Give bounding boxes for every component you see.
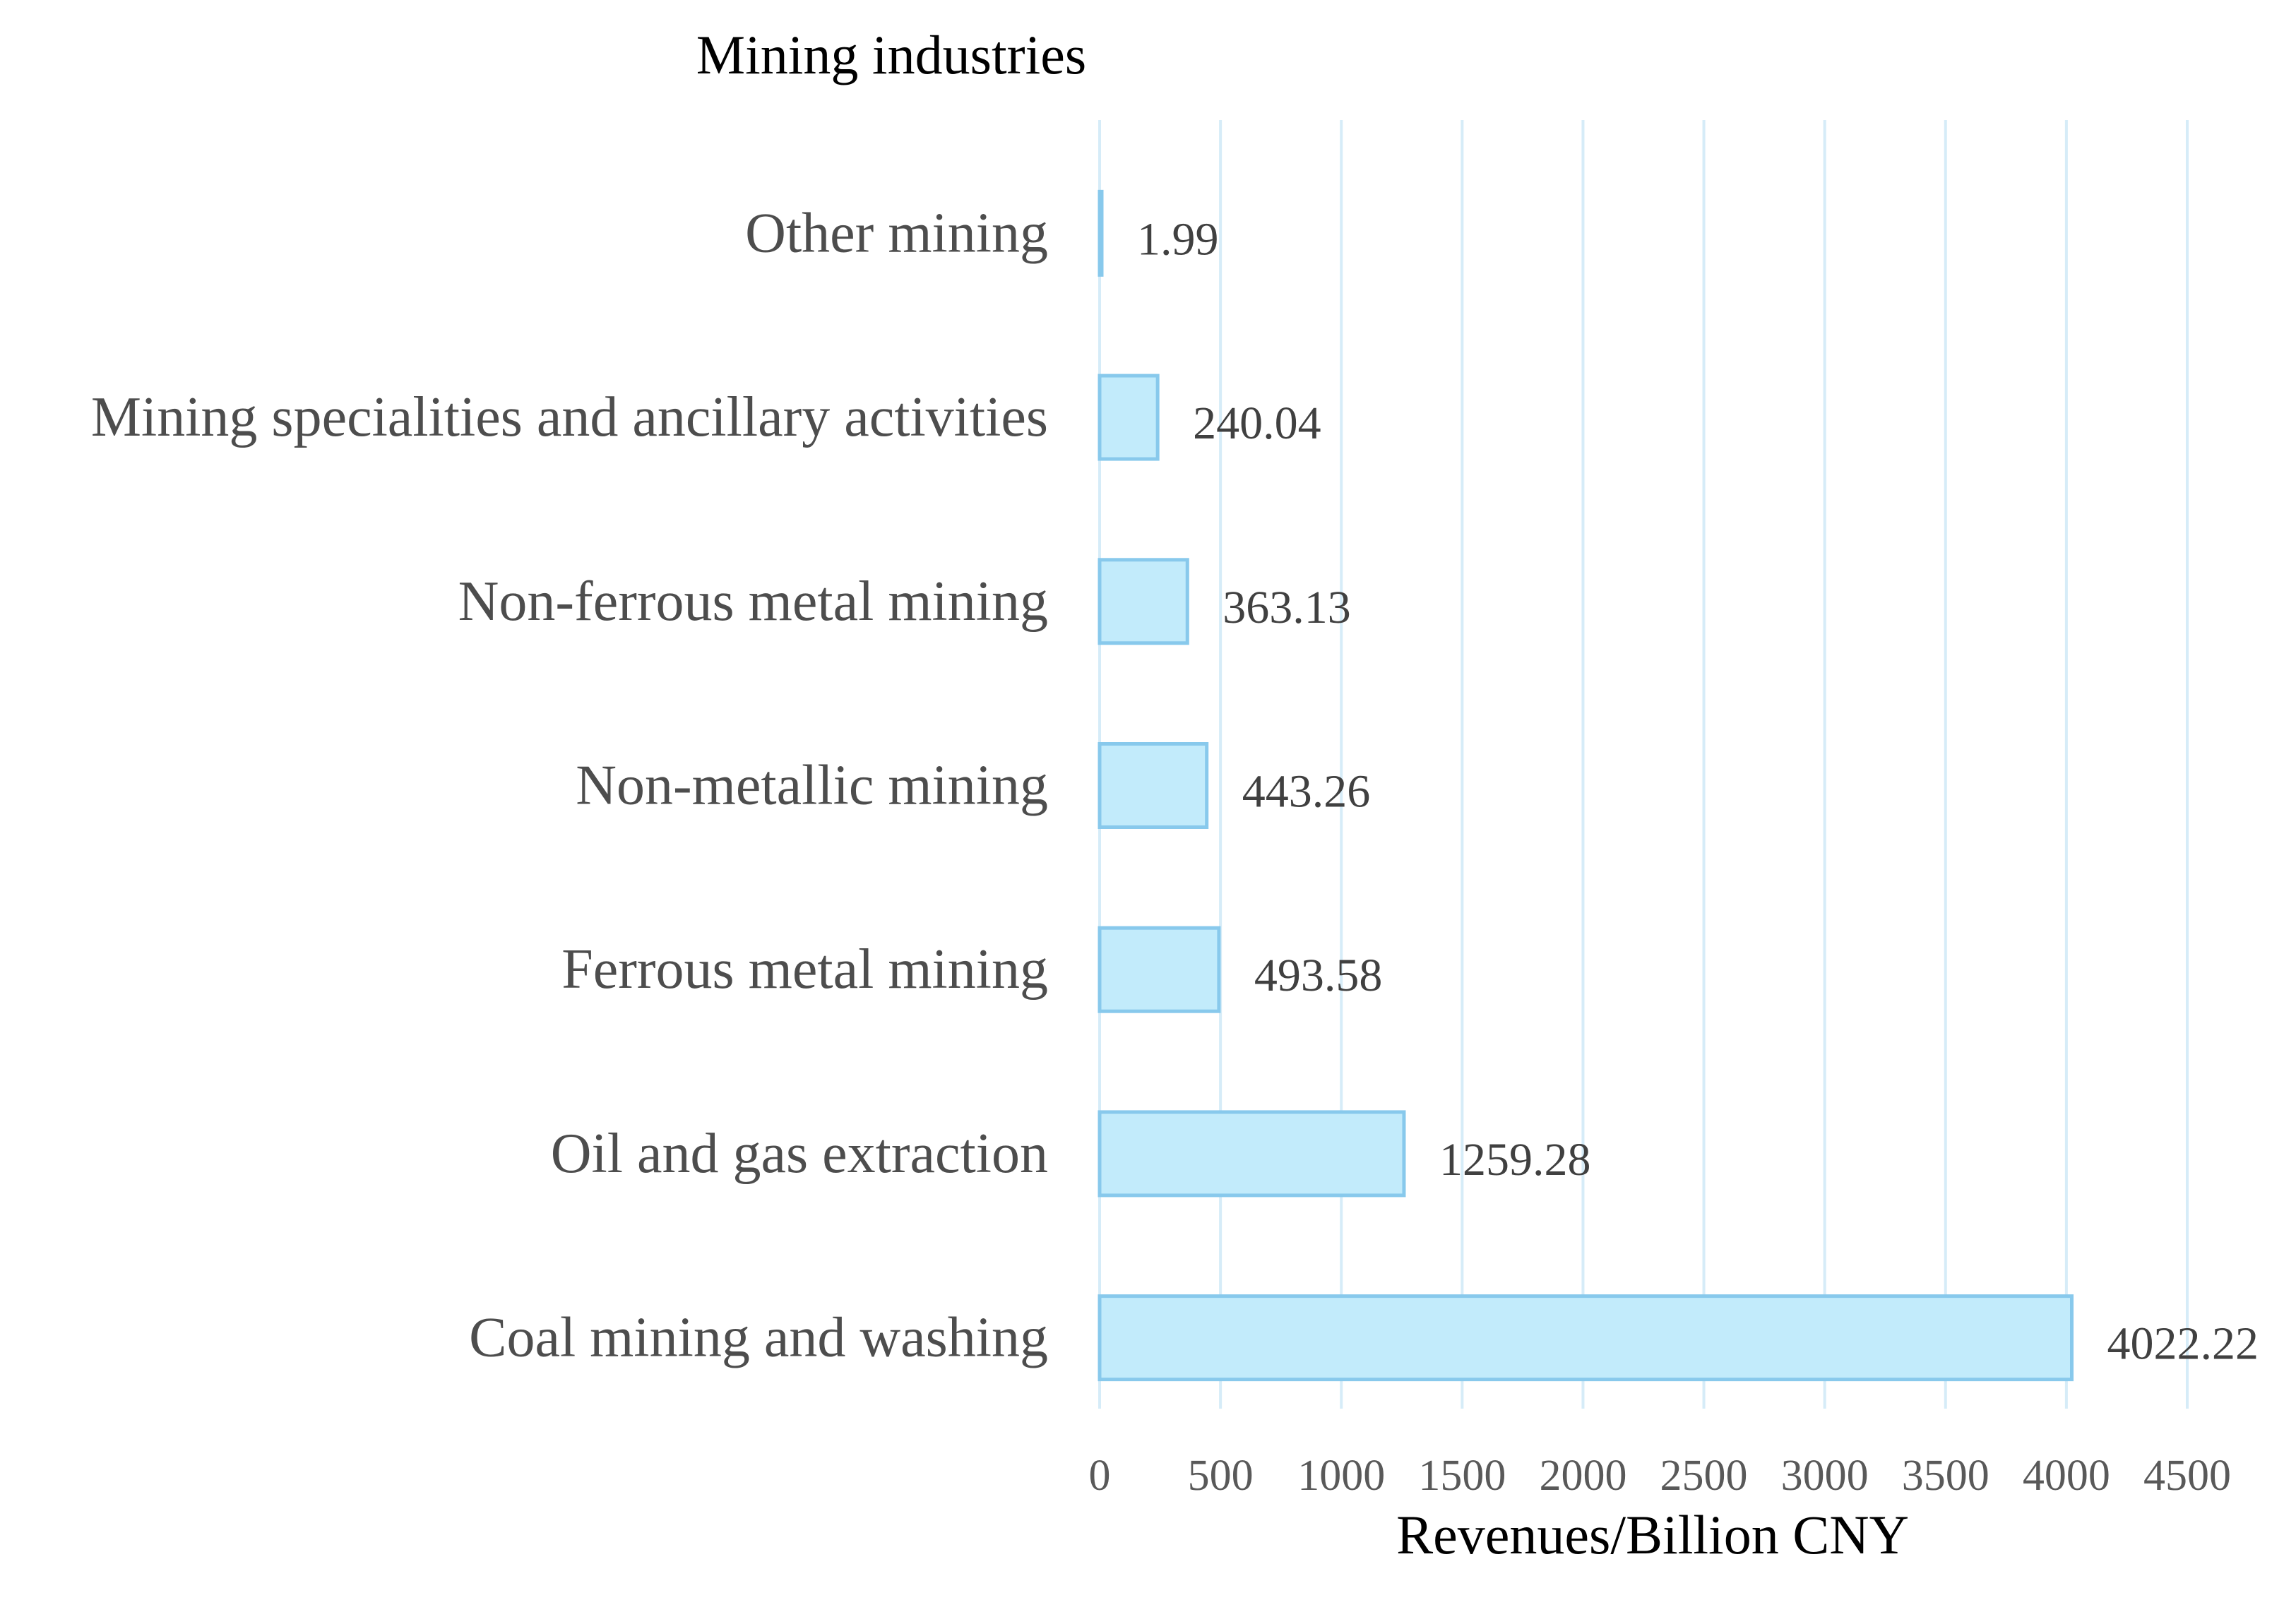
bar <box>1098 189 1104 277</box>
x-tick-label: 1000 <box>1297 1452 1385 1500</box>
x-tick-label: 1500 <box>1418 1452 1506 1500</box>
labels: 0 500 1000 1500 2000 2500 3000 3500 4000 4500 Othe… <box>91 202 2259 1500</box>
bar <box>1098 1294 2074 1382</box>
data-label: 4022.22 <box>2107 1318 2259 1370</box>
bar <box>1098 926 1221 1013</box>
x-axis-title: Revenues/Billion CNY <box>1396 1504 1909 1565</box>
x-tick-label: 3000 <box>1781 1452 1869 1500</box>
x-tick-label: 2000 <box>1539 1452 1626 1500</box>
data-label: 240.04 <box>1193 398 1321 449</box>
category-label: Other mining <box>745 202 1048 264</box>
category-label: Ferrous metal mining <box>561 938 1048 1001</box>
bar <box>1098 742 1209 829</box>
category-label: Non-metallic mining <box>576 755 1048 817</box>
data-label: 1259.28 <box>1439 1134 1591 1186</box>
x-tick-label: 4000 <box>2023 1452 2110 1500</box>
bars <box>1098 189 2074 1382</box>
gridlines <box>1098 120 2189 1409</box>
data-label: 443.26 <box>1242 766 1371 818</box>
data-label: 363.13 <box>1223 582 1351 633</box>
x-tick-label: 2500 <box>1660 1452 1748 1500</box>
bar <box>1098 558 1189 645</box>
category-label: Oil and gas extraction <box>551 1123 1048 1185</box>
x-tick-label: 0 <box>1089 1452 1111 1500</box>
x-tick-label: 3500 <box>1902 1452 1989 1500</box>
data-label: 1.99 <box>1137 213 1219 265</box>
category-label: Mining specialities and ancillary activi… <box>91 386 1048 448</box>
category-label: Coal mining and washing <box>469 1307 1048 1369</box>
chart-title: Mining industries <box>696 24 1087 85</box>
bar <box>1098 374 1160 461</box>
bar <box>1098 1110 1406 1198</box>
category-label: Non-ferrous metal mining <box>458 571 1048 633</box>
data-label: 493.58 <box>1254 950 1383 1001</box>
x-tick-label: 4500 <box>2143 1452 2231 1500</box>
x-tick-label: 500 <box>1188 1452 1254 1500</box>
